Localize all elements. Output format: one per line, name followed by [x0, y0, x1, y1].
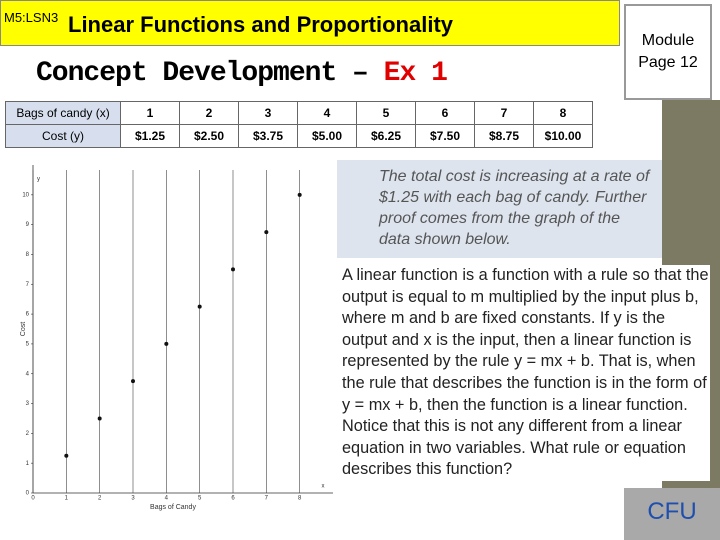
x-axis-label: Bags of Candy — [150, 504, 196, 511]
x-tick-label: 8 — [298, 496, 302, 502]
data-point — [64, 453, 69, 458]
y-axis-name: y — [37, 177, 40, 183]
graph: 0 1 2 3 4 5 6 7 8 0 1 2 3 4 5 6 7 8 9 10 x y Bags of Candy Cost — [20, 165, 333, 511]
x-axis-name: x — [322, 484, 325, 490]
note: The total cost is increasing at a rate o… — [337, 160, 662, 258]
table-cell: 4 — [297, 101, 357, 125]
x-tick-label: 7 — [265, 496, 269, 502]
table-cell: 2 — [179, 101, 239, 125]
y-axis-label: Cost — [20, 322, 27, 336]
data-point — [131, 379, 135, 384]
table-cell: $5.00 — [297, 124, 357, 148]
data-point — [97, 416, 102, 421]
y-tick-label: 6 — [26, 312, 30, 318]
subtitle: Concept Development – Ex 1 — [36, 58, 448, 89]
x-tick-label: 0 — [31, 496, 35, 502]
data-point — [231, 267, 235, 272]
x-tick-label: 5 — [198, 496, 202, 502]
data-table: Bags of candy (x) 1 2 3 4 5 6 7 8 Cost (y) $1.25 $2… — [5, 101, 593, 148]
data-point — [264, 230, 269, 235]
y-tick-label: 0 — [26, 491, 30, 497]
table-cell: 6 — [415, 101, 475, 125]
data-point — [197, 304, 202, 309]
y-tick-label: 7 — [26, 282, 30, 288]
data-point — [164, 341, 169, 346]
x-tick-label: 6 — [231, 496, 235, 502]
lesson-code: M5:LSN3 — [4, 10, 59, 25]
y-tick-label: 2 — [26, 431, 30, 437]
module-box: Module Page 12 — [624, 4, 712, 100]
table-row: Bags of candy (x) 1 2 3 4 5 6 7 8 — [5, 101, 593, 125]
x-tick-label: 3 — [131, 496, 135, 502]
table-cell: 8 — [533, 101, 593, 125]
table-cell: $6.25 — [356, 124, 416, 148]
table-row: Cost (y) $1.25 $2.50 $3.75 $5.00 $6.25 $7.50 $8… — [5, 124, 593, 148]
y-tick-label: 9 — [26, 222, 30, 228]
y-tick-label: 3 — [26, 401, 30, 407]
y-tick-label: 8 — [26, 252, 30, 258]
table-cell: Bags of candy (x) — [5, 101, 121, 125]
table-cell: $2.50 — [179, 124, 239, 148]
table-cell: $1.25 — [120, 124, 180, 148]
table-cell: $10.00 — [533, 124, 593, 148]
y-tick-label: 10 — [22, 192, 29, 198]
y-tick-label: 5 — [26, 341, 30, 347]
y-tick-label: 4 — [26, 371, 30, 377]
data-point — [297, 192, 302, 197]
table-cell: 3 — [238, 101, 298, 125]
table-cell: 1 — [120, 101, 180, 125]
title: Linear Functions and Proportionality — [68, 12, 454, 37]
table-cell: $3.75 — [238, 124, 298, 148]
paragraph: A linear function is a function with a r… — [338, 265, 710, 481]
table-cell: 5 — [356, 101, 416, 125]
table-cell: Cost (y) — [5, 124, 121, 148]
x-tick-label: 2 — [98, 496, 102, 502]
title-bar — [0, 0, 620, 46]
x-tick-label: 1 — [65, 496, 69, 502]
subtitle-highlight: Ex 1 — [383, 58, 448, 89]
subtitle-text: Concept Development – — [36, 58, 384, 89]
x-tick-label: 4 — [165, 496, 169, 502]
table-cell: $7.50 — [415, 124, 475, 148]
cfu-button[interactable]: CFU — [624, 488, 720, 540]
y-tick-label: 1 — [26, 461, 30, 467]
table-cell: $8.75 — [474, 124, 534, 148]
table-cell: 7 — [474, 101, 534, 125]
